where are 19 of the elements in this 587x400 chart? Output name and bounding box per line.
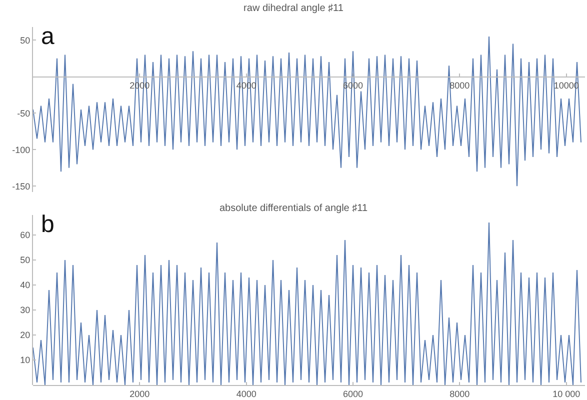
x-tick-label: 10 000 [552, 388, 580, 399]
x-tick-label: 2000 [130, 388, 150, 399]
x-tick-label: 8000 [450, 388, 470, 399]
chart-title: absolute differentials of angle ♯11 [219, 203, 368, 214]
y-tick-label: 50 [20, 35, 30, 46]
y-tick-label: 30 [20, 305, 30, 316]
x-tick-label: 4000 [236, 388, 256, 399]
x-tick-label: 6000 [342, 388, 364, 399]
annotation: b [41, 211, 54, 238]
y-tick-label: 20 [20, 330, 30, 340]
y-tick-label: -100 [12, 144, 30, 155]
y-tick-label: 10 [20, 355, 30, 366]
y-tick-label: -50 [17, 108, 30, 118]
y-tick-label: -150 [12, 181, 30, 192]
annotation: a [41, 23, 55, 50]
y-tick-label: 60 [20, 230, 30, 240]
y-tick-label: 50 [20, 255, 30, 266]
y-tick-label: 40 [20, 280, 30, 290]
chart-title: raw dihedral angle ♯11 [244, 3, 344, 14]
